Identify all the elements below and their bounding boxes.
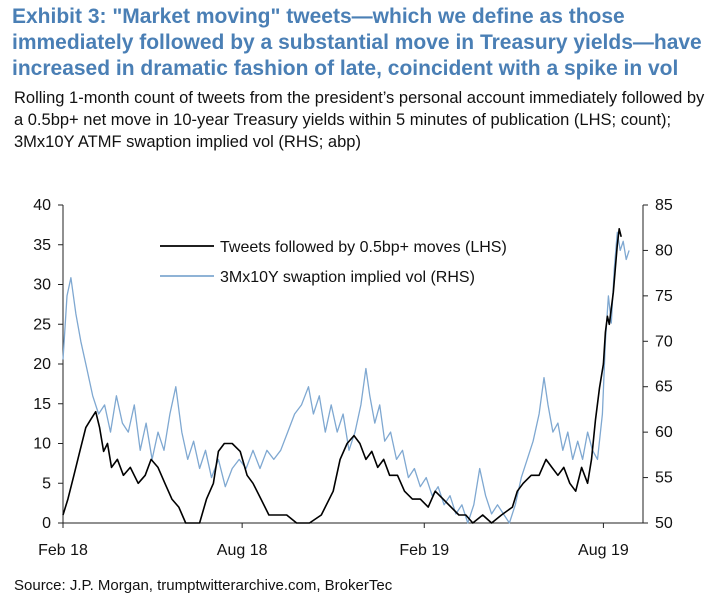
right-tick-label: 70 [655, 333, 673, 350]
left-tick-label: 0 [42, 515, 51, 532]
right-tick-label: 80 [655, 242, 673, 259]
chart-subtitle: Rolling 1-month count of tweets from the… [14, 89, 705, 151]
legend-label-vol: 3Mx10Y swaption implied vol (RHS) [220, 269, 475, 286]
series-line-vol [62, 231, 630, 524]
right-tick-label: 55 [655, 470, 673, 487]
chart-series [62, 228, 630, 524]
right-tick-label: 50 [655, 515, 673, 532]
right-tick-label: 75 [655, 288, 673, 305]
x-tick-label: Aug 18 [217, 542, 268, 559]
legend-label-tweets: Tweets followed by 0.5bp+ moves (LHS) [220, 239, 507, 256]
right-tick-label: 85 [655, 197, 673, 214]
left-tick-label: 35 [33, 237, 51, 254]
left-tick-label: 25 [33, 316, 51, 333]
left-tick-label: 40 [33, 197, 51, 214]
left-tick-label: 15 [33, 396, 51, 413]
series-line-tweets [62, 228, 622, 524]
left-tick-label: 10 [33, 436, 51, 453]
source-note: Source: J.P. Morgan, trumptwitterarchive… [14, 577, 393, 594]
right-tick-label: 60 [655, 424, 673, 441]
left-tick-label: 20 [33, 356, 51, 373]
x-tick-label: Aug 19 [578, 542, 629, 559]
chart-axes: 0 5 10 15 20 25 30 35 40 50 55 60 65 70 75 80 85 Feb 18 Au… [33, 197, 673, 559]
left-tick-label: 5 [42, 475, 51, 492]
right-tick-label: 65 [655, 379, 673, 396]
x-tick-label: Feb 19 [399, 542, 449, 559]
left-tick-label: 30 [33, 277, 51, 294]
x-tick-label: Feb 18 [38, 542, 88, 559]
chart-legend: Tweets followed by 0.5bp+ moves (LHS) 3Mx… [160, 239, 507, 286]
exhibit-title: Exhibit 3: "Market moving" tweets—which … [12, 5, 702, 80]
